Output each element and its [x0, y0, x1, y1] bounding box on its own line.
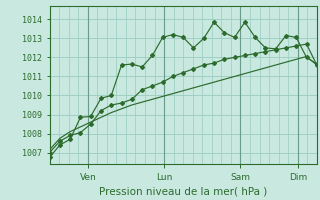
X-axis label: Pression niveau de la mer( hPa ): Pression niveau de la mer( hPa ) [99, 186, 267, 196]
